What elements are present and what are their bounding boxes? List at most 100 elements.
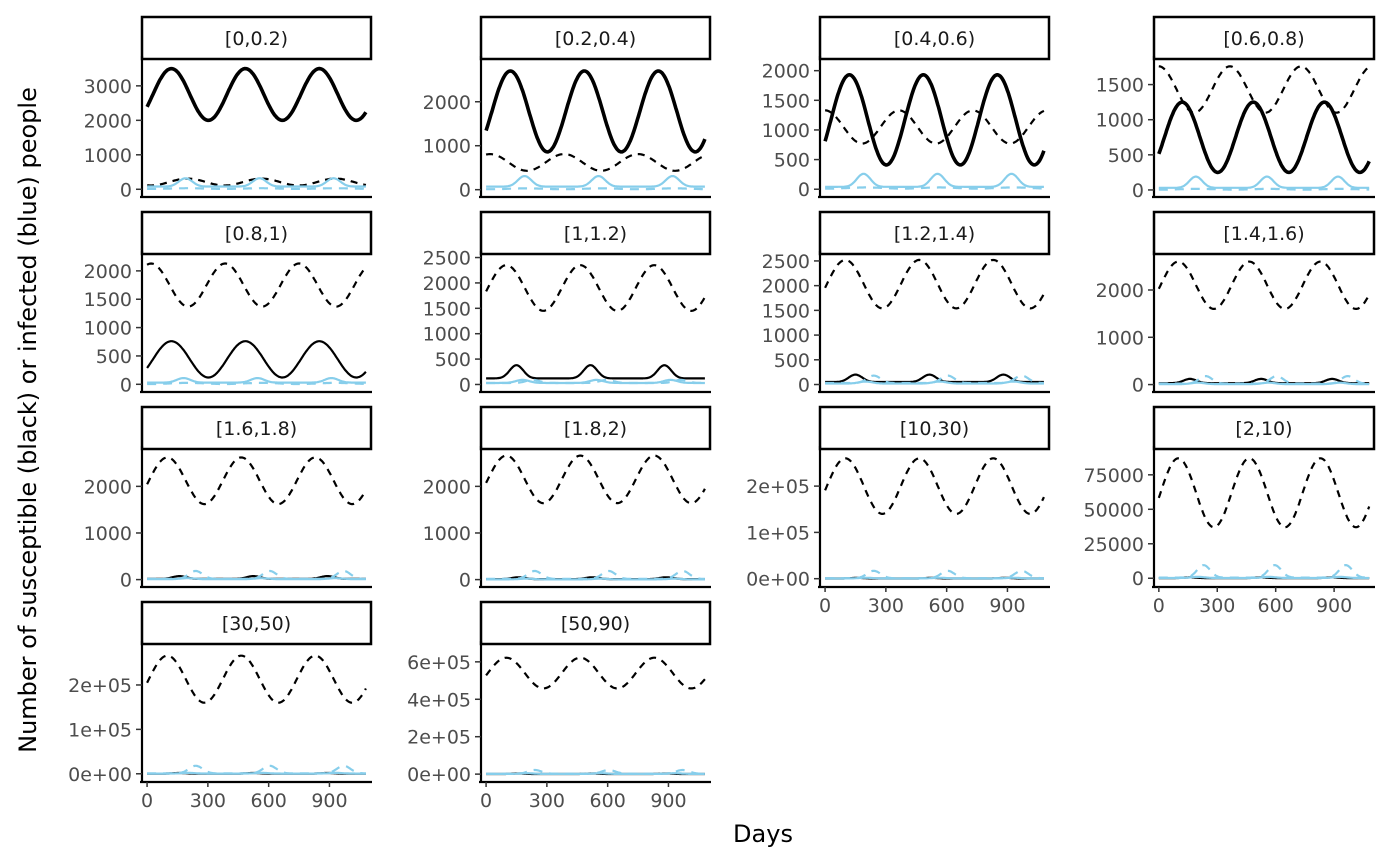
facet-strip: [140, 600, 373, 646]
x-tick-label: 600: [1258, 595, 1294, 617]
x-tick-label: 300: [868, 595, 904, 617]
facet-strip: [818, 15, 1051, 61]
facet-strip-label: [10,30): [900, 418, 969, 440]
y-tick-label: 1000: [762, 120, 810, 142]
facet-strip-label: [50,90): [561, 613, 630, 635]
x-tick-label: 0: [480, 790, 492, 812]
series-line-susceptible-dashed: [824, 109, 1045, 145]
y-tick-label: 1e+05: [68, 719, 132, 741]
x-tick-label: 900: [1316, 595, 1352, 617]
y-tick-label: 2000: [762, 61, 810, 83]
series-line-infected-solid: [824, 172, 1045, 188]
series-line-susceptible-solid: [1157, 100, 1371, 175]
y-tick-label: 1500: [1096, 75, 1144, 97]
facet-panel: [0.8,1) 0 500 1000 1500 2000: [84, 210, 373, 396]
facet-strip-label: [1.8,2): [564, 418, 627, 440]
series-line-susceptible-dashed: [1157, 457, 1371, 529]
series-line-susceptible-dashed: [146, 456, 367, 506]
series-line-susceptible-dashed: [1158, 65, 1370, 114]
series-line-infected-dashed: [485, 768, 706, 775]
x-tick-label: 900: [989, 595, 1025, 617]
y-tick-label: 0: [798, 179, 810, 201]
series-line-infected-dashed: [485, 569, 706, 580]
series-line-susceptible-dashed: [824, 457, 1045, 515]
y-tick-label: 2e+05: [68, 675, 132, 697]
x-tick-label: 0: [819, 595, 831, 617]
facet-panel: [1,1.2) 0 500 1000 1500 2000 2500: [423, 210, 712, 396]
y-tick-label: 2000: [423, 476, 471, 498]
x-tick-label: 600: [929, 595, 965, 617]
series-line-infected-solid: [1158, 381, 1370, 386]
x-axis-title: Days: [733, 820, 793, 848]
facet-panel: [0,0.2) 0 1000 2000 3000: [84, 15, 373, 201]
series-line-susceptible-dashed: [485, 454, 706, 505]
series-line-susceptible-solid: [824, 373, 1045, 384]
y-tick-label: 0: [120, 179, 132, 201]
y-tick-label: 1000: [84, 145, 132, 167]
y-tick-label: 50000: [1084, 499, 1144, 521]
y-tick-label: 2500: [762, 251, 810, 273]
y-tick-label: 75000: [1084, 465, 1144, 487]
series-line-susceptible-solid: [485, 364, 706, 380]
facet-strip: [1152, 15, 1376, 61]
series-line-infected-dashed: [824, 186, 1045, 190]
y-tick-label: 25000: [1084, 534, 1144, 556]
y-tick-label: 500: [435, 349, 471, 371]
x-tick-label: 600: [251, 790, 287, 812]
facet-strip-label: [0.6,0.8): [1223, 28, 1304, 50]
y-tick-label: 2000: [84, 110, 132, 132]
series-line-infected-dashed: [824, 569, 1045, 580]
series-line-infected-dashed: [146, 764, 367, 775]
series-line-susceptible-dashed: [485, 153, 706, 172]
series-line-infected-dashed: [824, 374, 1045, 385]
series-line-infected-solid: [146, 377, 367, 384]
facet-panel: [50,90) 0e+00 2e+05 4e+05 6e+05 0 300 600 900: [407, 600, 712, 812]
facet-panel: [2,10) 0 25000 50000 75000 0 300 600 900: [1084, 405, 1376, 617]
x-tick-label: 300: [1199, 595, 1235, 617]
y-tick-label: 1000: [423, 136, 471, 158]
series-line-infected-dashed: [485, 187, 706, 191]
x-tick-label: 0: [141, 790, 153, 812]
y-tick-label: 0: [120, 374, 132, 396]
y-tick-label: 500: [96, 346, 132, 368]
series-line-infected-solid: [1158, 575, 1370, 580]
y-tick-label: 0: [459, 180, 471, 202]
facet-strip-label: [2,10): [1235, 418, 1292, 440]
facet-strip-label: [1.2,1.4): [894, 223, 975, 245]
y-tick-label: 1000: [423, 523, 471, 545]
series-line-susceptible-dashed: [146, 654, 367, 704]
y-tick-label: 1000: [84, 318, 132, 340]
facet-strip: [818, 210, 1051, 256]
y-tick-label: 1500: [423, 298, 471, 320]
x-tick-label: 300: [190, 790, 226, 812]
y-tick-label: 2e+05: [407, 727, 471, 749]
y-axis-title: Number of susceptible (black) or infecte…: [14, 87, 42, 753]
series-line-infected-dashed: [146, 569, 367, 580]
facet-panel: [30,50) 0e+00 1e+05 2e+05 0 300 600 900: [68, 600, 373, 812]
series-line-susceptible-dashed: [824, 258, 1045, 310]
facet-panel: [10,30) 0e+00 1e+05 2e+05 0 300 600 900: [746, 405, 1051, 617]
facet-panel: [1.6,1.8) 0 1000 2000: [84, 405, 373, 592]
series-line-susceptible-dashed: [1157, 260, 1371, 310]
y-tick-label: 2500: [423, 248, 471, 270]
facet-panel: [0.6,0.8) 0 500 1000 1500: [1096, 15, 1376, 202]
x-tick-label: 600: [590, 790, 626, 812]
y-tick-label: 0: [1132, 375, 1144, 397]
series-line-infected-dashed: [1158, 564, 1370, 579]
y-tick-label: 0: [1132, 568, 1144, 590]
series-line-infected-solid: [1158, 175, 1370, 189]
y-tick-label: 500: [1108, 145, 1144, 167]
facet-strip: [479, 405, 712, 451]
series-line-susceptible-dashed: [485, 264, 706, 312]
y-tick-label: 1500: [762, 300, 810, 322]
y-tick-label: 1000: [1096, 327, 1144, 349]
series-line-susceptible-dashed: [146, 262, 367, 308]
y-tick-label: 1000: [762, 325, 810, 347]
facet-strip: [140, 210, 373, 256]
facet-strip-label: [1,1.2): [564, 223, 627, 245]
series-line-infected-dashed: [1158, 375, 1370, 385]
y-tick-label: 2000: [84, 261, 132, 283]
y-tick-label: 2000: [762, 276, 810, 298]
facet-strip: [140, 15, 373, 61]
